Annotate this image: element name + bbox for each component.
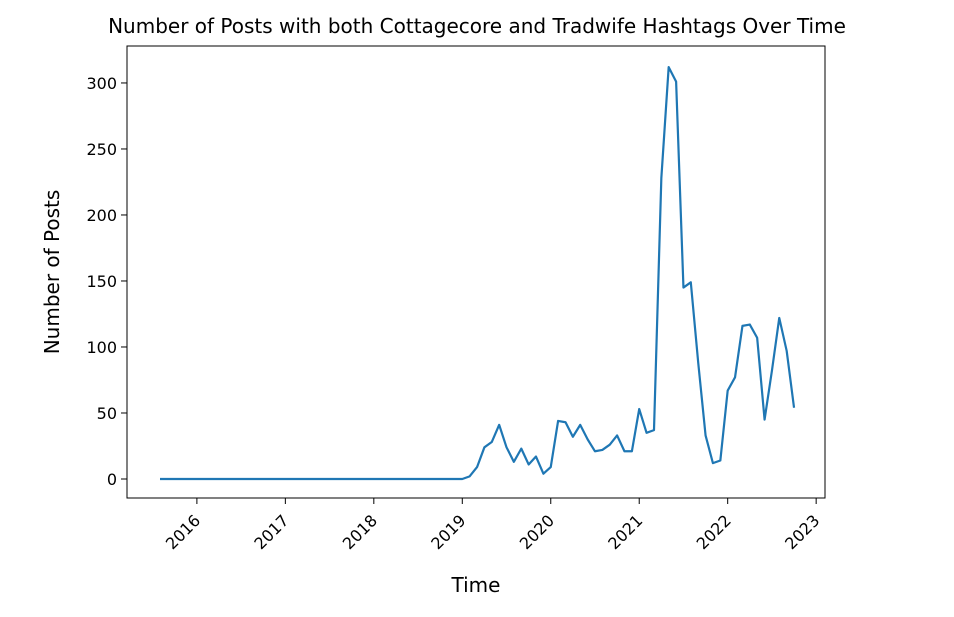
y-tick-label: 50 — [97, 404, 117, 423]
line — [160, 66, 796, 481]
y-tick-label: 250 — [86, 140, 117, 159]
y-tick-label: 200 — [86, 206, 117, 225]
y-tick-label: 0 — [107, 470, 117, 489]
y-tick-label: 150 — [86, 272, 117, 291]
plot-frame — [126, 45, 826, 499]
y-tick-label: 100 — [86, 338, 117, 357]
y-tick-label: 300 — [86, 74, 117, 93]
chart-title: Number of Posts with both Cottagecore an… — [108, 14, 846, 38]
x-axis-label: Time — [451, 573, 501, 597]
y-axis-label: Number of Posts — [40, 190, 64, 355]
